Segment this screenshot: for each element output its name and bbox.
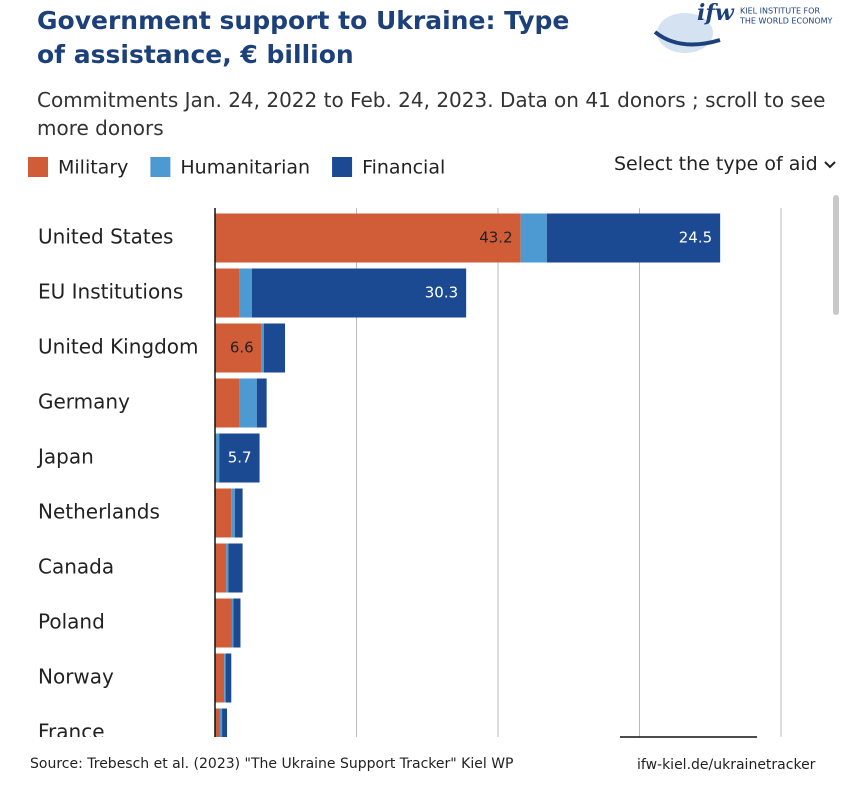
category-label: France (38, 720, 105, 744)
bar-segment (239, 378, 257, 428)
bar-segment (233, 598, 241, 648)
legend-label: Military (58, 157, 128, 179)
bar-segment (546, 213, 721, 263)
plot-area: United States 43.2 24.5 EU Institutions 30.3… (36, 208, 782, 744)
bar-segment (251, 268, 467, 318)
legend-swatch (332, 157, 353, 177)
bar-segment (263, 323, 286, 373)
bar-segment (239, 268, 252, 318)
bar-segment (215, 543, 227, 593)
value-label: 6.6 (230, 339, 254, 357)
bar-segment (215, 708, 220, 737)
bar-segment (225, 653, 232, 703)
source: Source: Trebesch et al. (2023) "The Ukra… (30, 756, 514, 772)
bar-segment (215, 433, 220, 483)
aid-type-dropdown[interactable]: Select the type of aid (614, 153, 836, 175)
bar-segment (219, 433, 260, 483)
bar-segment (520, 213, 547, 263)
category-label: United Kingdom (38, 335, 199, 359)
logo-line: KIEL INSTITUTE FOR (740, 7, 820, 16)
value-label: 5.7 (228, 449, 252, 467)
scrollbar[interactable] (833, 195, 839, 315)
dropdown-label[interactable]: Select the type of aid (614, 153, 818, 175)
category-label: United States (38, 225, 173, 249)
bar-segment (228, 543, 243, 593)
category-label: Norway (38, 665, 114, 689)
bar-segment (256, 378, 267, 428)
bar-segment (215, 378, 240, 428)
category-label: Canada (38, 555, 114, 579)
logo: ifw KIEL INSTITUTE FOR THE WORLD ECONOMY (653, 0, 833, 53)
bar-segment (226, 543, 229, 593)
bar-segment (224, 653, 226, 703)
chevron[interactable] (824, 160, 836, 170)
category-label: EU Institutions (38, 280, 183, 304)
category-label: Germany (38, 390, 130, 414)
bar-segment (222, 708, 228, 737)
category-label: Netherlands (38, 500, 160, 524)
bar-segment (215, 488, 232, 538)
value-label: 30.3 (425, 284, 458, 302)
value-label: 24.5 (679, 229, 712, 247)
legend: Military Humanitarian Financial (28, 157, 445, 179)
chart-subtitle: Commitments Jan. 24, 2022 to Feb. 24, 20… (37, 88, 826, 140)
bar-segment (215, 323, 262, 373)
bar-segment (219, 708, 223, 737)
bar-segment (231, 598, 234, 648)
logo-line: THE WORLD ECONOMY (739, 17, 833, 26)
category-label: Poland (38, 610, 105, 634)
bar-segment (215, 268, 240, 318)
bar-segment (231, 488, 235, 538)
category-label: Japan (36, 445, 94, 469)
link[interactable]: ifw-kiel.de/ukrainetracker (637, 757, 816, 773)
value-label: 43.2 (479, 229, 512, 247)
logo-mark: ifw (697, 0, 735, 26)
bar-segment (215, 653, 225, 703)
legend-swatch (150, 157, 171, 177)
chart-title: Government support to Ukraine: Type of a… (37, 6, 570, 69)
legend-swatch (28, 157, 48, 177)
bar-segment (215, 213, 521, 263)
legend-label: Financial (362, 157, 445, 179)
legend-label: Humanitarian (180, 157, 310, 179)
bar-segment (234, 488, 243, 538)
bar-segment (215, 598, 232, 648)
bar-segment (261, 323, 264, 373)
